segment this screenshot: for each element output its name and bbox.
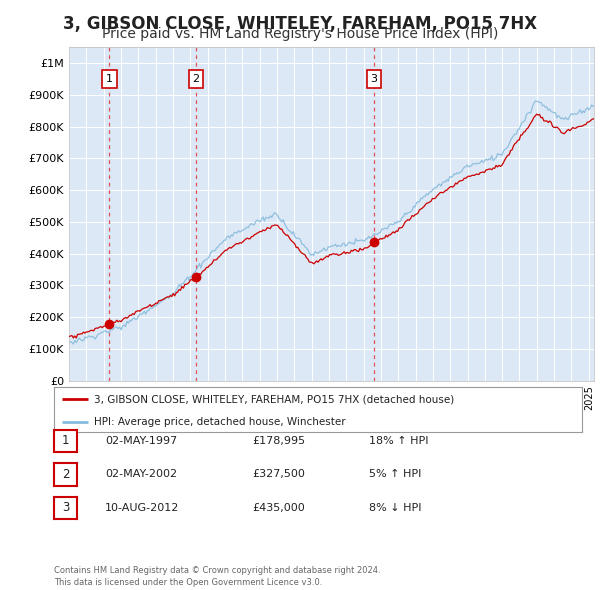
Text: 5% ↑ HPI: 5% ↑ HPI: [369, 470, 421, 479]
Text: 02-MAY-2002: 02-MAY-2002: [105, 470, 177, 479]
Text: 2: 2: [62, 468, 69, 481]
Text: 3, GIBSON CLOSE, WHITELEY, FAREHAM, PO15 7HX: 3, GIBSON CLOSE, WHITELEY, FAREHAM, PO15…: [63, 15, 537, 33]
Text: 3: 3: [370, 74, 377, 84]
Text: £178,995: £178,995: [252, 436, 305, 445]
Text: Contains HM Land Registry data © Crown copyright and database right 2024.
This d: Contains HM Land Registry data © Crown c…: [54, 566, 380, 587]
Text: 02-MAY-1997: 02-MAY-1997: [105, 436, 177, 445]
Text: Price paid vs. HM Land Registry's House Price Index (HPI): Price paid vs. HM Land Registry's House …: [102, 27, 498, 41]
Text: HPI: Average price, detached house, Winchester: HPI: Average price, detached house, Winc…: [94, 417, 345, 427]
Text: £327,500: £327,500: [252, 470, 305, 479]
Text: 3: 3: [62, 502, 69, 514]
Text: 8% ↓ HPI: 8% ↓ HPI: [369, 503, 421, 513]
Text: 10-AUG-2012: 10-AUG-2012: [105, 503, 179, 513]
Text: 1: 1: [106, 74, 113, 84]
Text: 1: 1: [62, 434, 69, 447]
Text: 18% ↑ HPI: 18% ↑ HPI: [369, 436, 428, 445]
Text: £435,000: £435,000: [252, 503, 305, 513]
Text: 3, GIBSON CLOSE, WHITELEY, FAREHAM, PO15 7HX (detached house): 3, GIBSON CLOSE, WHITELEY, FAREHAM, PO15…: [94, 394, 454, 404]
Text: 2: 2: [193, 74, 200, 84]
